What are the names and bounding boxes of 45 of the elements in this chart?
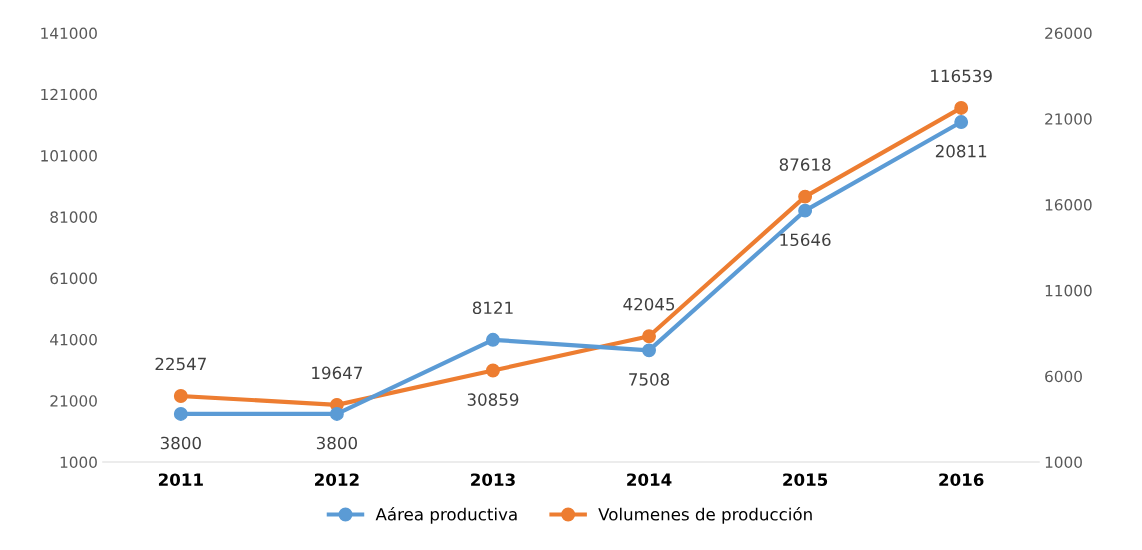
point xyxy=(798,203,813,218)
point xyxy=(954,101,969,115)
point xyxy=(329,407,344,421)
y-tick-label: 21000 xyxy=(50,395,97,407)
y-tick-label: 121000 xyxy=(41,88,97,101)
point xyxy=(173,407,188,421)
data-label: 42045 xyxy=(623,297,675,311)
y-tick-label: 141000 xyxy=(41,27,97,40)
legend-label: Aárea productiva xyxy=(375,507,517,524)
point xyxy=(954,115,969,129)
x-tick-label: 2012 xyxy=(315,473,359,487)
y-tick-label: 61000 xyxy=(50,272,97,285)
data-label: 15646 xyxy=(780,233,831,247)
data-label: 19647 xyxy=(312,366,362,380)
y-tick-label: 101000 xyxy=(41,150,97,162)
point xyxy=(486,332,500,347)
data-label: 116539 xyxy=(931,69,992,83)
y-tick-label: 41000 xyxy=(50,333,97,346)
point xyxy=(798,189,813,204)
point xyxy=(173,389,188,403)
data-label: 3800 xyxy=(316,436,357,450)
x-tick-label: 2014 xyxy=(627,473,672,487)
y2-tick-label: 11000 xyxy=(1045,284,1092,297)
data-label: 20811 xyxy=(935,144,987,158)
y2-tick-label: 26000 xyxy=(1045,27,1092,40)
x-tick-label: 2015 xyxy=(783,473,828,487)
y2-tick-label: 16000 xyxy=(1045,199,1092,211)
y-tick-label: 81000 xyxy=(50,211,97,223)
data-label: 3800 xyxy=(160,436,201,450)
x-tick-label: 2011 xyxy=(158,473,203,487)
y2-tick-label: 6000 xyxy=(1045,370,1082,383)
legend-label: Volumenes de producción xyxy=(598,507,812,524)
y2-tick-label: 1000 xyxy=(1045,456,1082,469)
x-tick-label: 2016 xyxy=(939,473,984,487)
data-label: 8121 xyxy=(472,301,513,315)
x-tick-label: 2013 xyxy=(471,473,515,487)
y-tick-label: 1000 xyxy=(60,456,97,469)
y2-tick-label: 21000 xyxy=(1045,113,1092,125)
point xyxy=(486,363,500,378)
data-label: 22547 xyxy=(155,357,206,371)
data-label: 30859 xyxy=(467,393,519,406)
point xyxy=(642,343,656,358)
data-label: 7508 xyxy=(629,373,670,386)
data-label: 87618 xyxy=(779,158,831,171)
point xyxy=(642,329,656,344)
